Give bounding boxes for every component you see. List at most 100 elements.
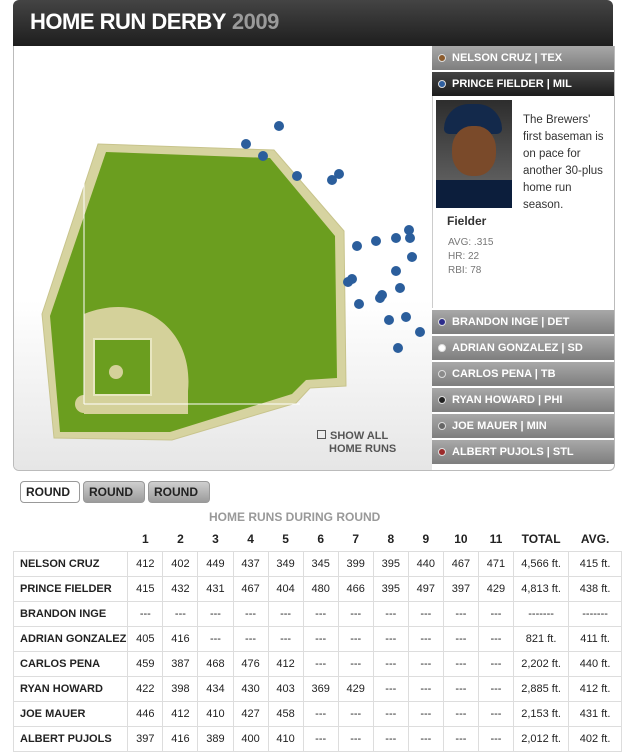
page-title: HOME RUN DERBY 2009: [30, 9, 279, 35]
player-tab-ryan-howard[interactable]: RYAN HOWARD | PHI: [432, 388, 614, 412]
table-cell: 466: [337, 576, 374, 602]
table-cell: ---: [162, 601, 199, 627]
header-round-4: 4: [247, 532, 254, 546]
show-all-home-runs[interactable]: SHOW ALL HOME RUNS: [317, 430, 396, 456]
round-button-3[interactable]: ROUND: [148, 481, 210, 503]
table-cell: ---: [302, 701, 339, 727]
hit-marker[interactable]: [391, 266, 401, 276]
table-cell: 416: [162, 726, 199, 752]
player-tab-prince-fielder[interactable]: PRINCE FIELDER | MIL: [432, 72, 614, 96]
table-cell: ---: [337, 601, 374, 627]
hit-marker[interactable]: [405, 233, 415, 243]
table-row: RYAN HOWARD 422 398 434 430 403 369 429 --- --- --…: [12, 676, 622, 702]
hit-marker[interactable]: [343, 277, 353, 287]
table-cell: 821 ft.: [513, 626, 570, 652]
table-cell: ---: [407, 676, 444, 702]
player-tab-brandon-inge[interactable]: BRANDON INGE | DET: [432, 310, 614, 334]
hit-marker[interactable]: [334, 169, 344, 179]
hit-marker[interactable]: [384, 315, 394, 325]
hit-marker[interactable]: [258, 151, 268, 161]
table-cell: 459: [127, 651, 164, 677]
player-color-dot-icon: [438, 396, 446, 404]
show-all-label-2: HOME RUNS: [329, 443, 397, 455]
ballpark-svg: [41, 121, 425, 441]
table-cell: ---: [302, 626, 339, 652]
table-subheading: HOME RUNS DURING ROUND: [209, 510, 381, 524]
row-player-name: CARLOS PENA: [12, 651, 129, 677]
table-cell: 440: [407, 551, 444, 577]
hit-marker[interactable]: [391, 233, 401, 243]
hit-marker[interactable]: [354, 299, 364, 309]
player-color-dot-icon: [438, 422, 446, 430]
table-cell: 403: [267, 676, 304, 702]
title-text: HOME RUN DERBY: [30, 9, 226, 34]
player-tab-albert-pujols[interactable]: ALBERT PUJOLS | STL: [432, 440, 614, 464]
hit-marker[interactable]: [352, 241, 362, 251]
hit-marker[interactable]: [395, 283, 405, 293]
round-button-1[interactable]: ROUND: [20, 481, 80, 503]
table-cell: ---: [267, 626, 304, 652]
table-cell: 429: [477, 576, 515, 602]
table-cell: 430: [232, 676, 269, 702]
player-tab-label: JOE MAUER | MIN: [452, 420, 547, 432]
infield-grass: [93, 338, 152, 396]
table-cell: ---: [302, 601, 339, 627]
table-cell: 412: [162, 701, 199, 727]
table-cell: 434: [197, 676, 234, 702]
table-cell: ---: [372, 601, 409, 627]
table-cell: 349: [267, 551, 304, 577]
table-cell: 2,885 ft.: [513, 676, 570, 702]
table-cell: ---: [197, 626, 234, 652]
hit-marker[interactable]: [241, 139, 251, 149]
row-player-name: NELSON CRUZ: [12, 551, 129, 577]
player-color-dot-icon: [438, 54, 446, 62]
table-cell: ---: [477, 726, 515, 752]
round-button-2[interactable]: ROUND: [83, 481, 145, 503]
row-player-name: RYAN HOWARD: [12, 676, 129, 702]
table-cell: 397: [127, 726, 164, 752]
player-tab-nelson-cruz[interactable]: NELSON CRUZ | TEX: [432, 46, 614, 70]
table-cell: 397: [442, 576, 479, 602]
hit-marker[interactable]: [415, 327, 425, 337]
player-tab-carlos-pena[interactable]: CARLOS PENA | TB: [432, 362, 614, 386]
checkbox-icon[interactable]: [317, 430, 326, 439]
table-body: NELSON CRUZ 412 402 449 437 349 345 399 395 440 46…: [12, 551, 622, 752]
hit-marker[interactable]: [371, 236, 381, 246]
hit-marker[interactable]: [407, 252, 417, 262]
table-cell: 467: [442, 551, 479, 577]
player-detail-card: Fielder AVG: .315 HR: 22 RBI: 78 The Bre…: [432, 96, 614, 308]
table-cell: ---: [197, 601, 234, 627]
hit-marker[interactable]: [327, 175, 337, 185]
show-all-label-1: SHOW ALL: [330, 430, 389, 442]
hit-marker[interactable]: [292, 171, 302, 181]
table-cell: ---: [337, 626, 374, 652]
table-cell: 404: [267, 576, 304, 602]
player-tab-adrian-gonzalez[interactable]: ADRIAN GONZALEZ | SD: [432, 336, 614, 360]
header-round-11: 11: [489, 532, 503, 546]
row-player-name: ADRIAN GONZALEZ: [12, 626, 129, 652]
table-cell: 412 ft.: [568, 676, 622, 702]
table-cell: ---: [442, 626, 479, 652]
table-cell: ---: [442, 651, 479, 677]
table-row: ADRIAN GONZALEZ 405 416 --- --- --- --- --- --- -…: [12, 626, 622, 652]
table-cell: ---: [477, 676, 515, 702]
header-total: TOTAL: [521, 532, 561, 546]
player-tab-joe-mauer[interactable]: JOE MAUER | MIN: [432, 414, 614, 438]
table-row: CARLOS PENA 459 387 468 476 412 --- --- --- --- --…: [12, 651, 622, 677]
table-cell: 412: [127, 551, 164, 577]
table-cell: ---: [407, 651, 444, 677]
player-photo: [436, 100, 512, 208]
hit-marker[interactable]: [404, 225, 414, 235]
table-cell: 410: [267, 726, 304, 752]
pitchers-mound: [109, 365, 123, 379]
table-cell: ---: [232, 626, 269, 652]
derby-panel: SHOW ALL HOME RUNS NELSON CRUZ | TEX PRI…: [13, 46, 615, 471]
table-cell: 2,012 ft.: [513, 726, 570, 752]
hit-marker[interactable]: [274, 121, 284, 131]
hit-marker[interactable]: [375, 293, 385, 303]
table-cell: 4,813 ft.: [513, 576, 570, 602]
hit-marker[interactable]: [393, 343, 403, 353]
table-cell: 438 ft.: [568, 576, 622, 602]
player-list: NELSON CRUZ | TEX PRINCE FIELDER | MIL F…: [432, 46, 614, 470]
hit-marker[interactable]: [401, 312, 411, 322]
